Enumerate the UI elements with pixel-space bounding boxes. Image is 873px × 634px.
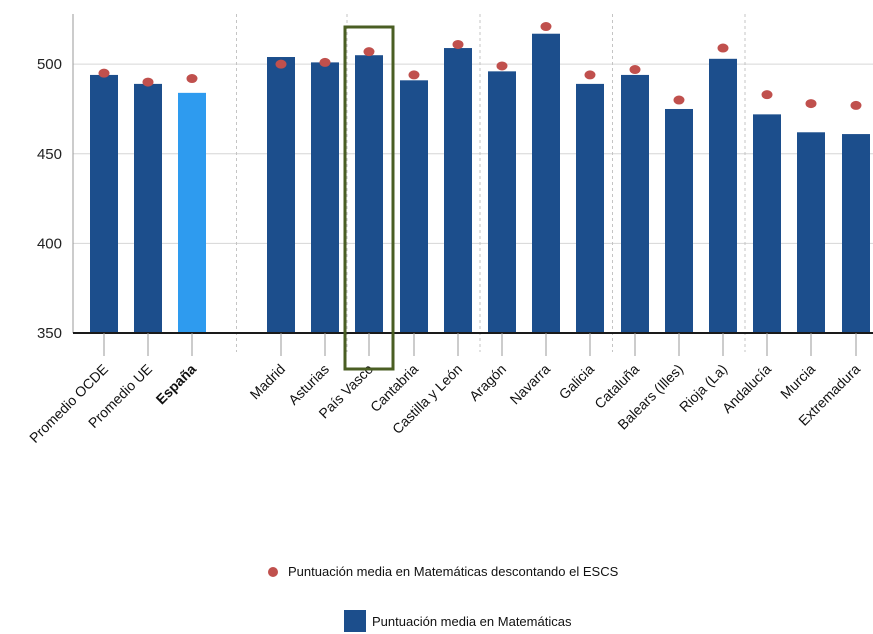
legend-item-adjusted-score: Puntuación media en Matemáticas desconta… [268, 564, 618, 579]
marker-cataluna [629, 65, 641, 75]
marker-rioja-la [717, 43, 729, 53]
x-tick-label-promedio-ocde: Promedio OCDE [26, 361, 111, 446]
bar-asturias [311, 62, 339, 334]
marker-navarra [540, 22, 552, 32]
bar-balears-illes [665, 108, 693, 333]
x-tick-label-murcia: Murcia [777, 361, 818, 402]
marker-castilla-y-leon [452, 39, 464, 49]
x-tick-label-aragon: Aragón [466, 361, 509, 404]
x-tick-label-espana: España [153, 361, 200, 408]
bar-espana [178, 92, 206, 333]
x-tick-label-navarra: Navarra [507, 361, 554, 408]
marker-cantabria [408, 70, 420, 80]
bar-promedio-ocde [90, 74, 118, 333]
bar-cantabria [400, 80, 428, 333]
marker-galicia [584, 70, 596, 80]
legend-label-math-score: Puntuación media en Matemáticas [372, 613, 572, 629]
marker-promedio-ue [142, 77, 154, 87]
marker-madrid [275, 59, 287, 69]
bar-pais-vasco [355, 55, 383, 333]
bar-rioja-la [709, 58, 737, 333]
y-tick-label-400: 400 [37, 235, 62, 252]
bar-aragon [488, 71, 516, 333]
y-tick-label-450: 450 [37, 146, 62, 163]
bar-galicia [576, 83, 604, 334]
legend-item-math-score: Puntuación media en Matemáticas [344, 610, 571, 632]
marker-balears-illes [673, 95, 685, 105]
marker-andalucia [761, 90, 773, 100]
bar-andalucia [753, 114, 781, 333]
bar-promedio-ue [134, 83, 162, 334]
marker-pais-vasco [363, 47, 375, 57]
marker-extremadura [850, 100, 862, 110]
marker-aragon [496, 61, 508, 71]
y-tick-label-500: 500 [37, 56, 62, 73]
legend-marker-swatch [268, 566, 278, 577]
y-tick-label-350: 350 [37, 325, 62, 342]
bar-madrid [267, 57, 295, 334]
marker-murcia [805, 99, 817, 109]
bar-castilla-y-leon [444, 48, 472, 333]
marker-espana [186, 74, 198, 84]
bar-extremadura [842, 134, 870, 333]
legend-bar-swatch [344, 610, 366, 632]
x-tick-label-galicia: Galicia [556, 361, 598, 403]
bar-cataluna [621, 74, 649, 333]
highlight-box-pais-vasco [343, 25, 395, 371]
marker-promedio-ocde [98, 68, 110, 78]
bar-murcia [797, 132, 825, 333]
bar-navarra [532, 33, 560, 334]
marker-asturias [319, 57, 331, 67]
x-tick-label-madrid: Madrid [247, 361, 289, 403]
x-tick-label-andalucia: Andalucía [719, 361, 774, 416]
legend-label-adjusted-score: Puntuación media en Matemáticas desconta… [288, 564, 619, 579]
